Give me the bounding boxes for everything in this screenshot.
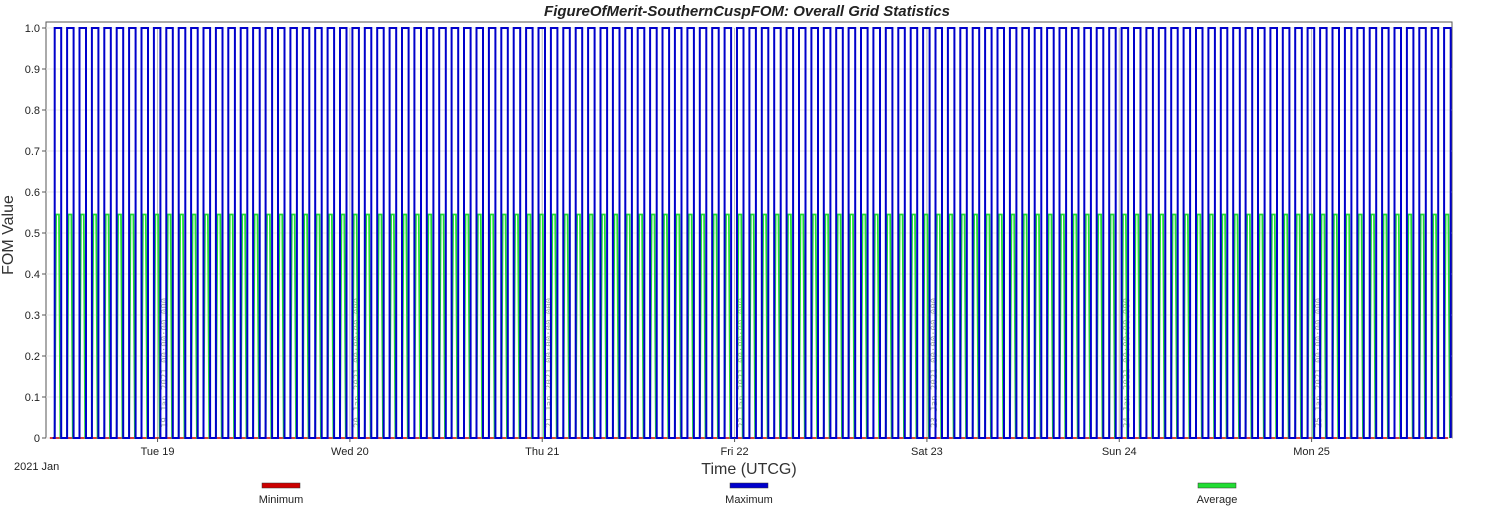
y-tick-label: 0.7	[25, 146, 40, 158]
y-tick-label: 0.8	[25, 105, 40, 117]
y-axis-ticks: 0 0.1 0.2 0.3 0.4 0.5 0.6 0.7 0.8 0.9 1.0	[25, 23, 46, 445]
y-tick-label: 0.5	[25, 228, 40, 240]
y-tick-label: 0.9	[25, 64, 40, 76]
y-tick-label: 0.4	[25, 269, 40, 281]
y-tick-label: 0.1	[25, 392, 40, 404]
x-tick-label: Thu 21	[525, 446, 559, 458]
x-tick-label: Tue 19	[141, 446, 175, 458]
x-tick-label: Fri 22	[721, 446, 749, 458]
x-tick-label: Mon 25	[1293, 446, 1330, 458]
date-prefix: 2021 Jan	[14, 461, 59, 473]
y-tick-label: 0.6	[25, 187, 40, 199]
legend-swatch-average	[1197, 482, 1237, 489]
chart-title: FigureOfMerit-SouthernCuspFOM: Overall G…	[544, 3, 950, 20]
y-tick-label: 0.2	[25, 351, 40, 363]
legend: Minimum Maximum Average	[259, 482, 1238, 506]
y-axis-label: FOM Value	[0, 195, 17, 275]
legend-swatch-minimum	[261, 482, 301, 489]
legend-label-minimum: Minimum	[259, 494, 304, 506]
x-tick-label: Wed 20	[331, 446, 369, 458]
legend-label-maximum: Maximum	[725, 494, 773, 506]
x-tick-label: Sun 24	[1102, 446, 1137, 458]
y-tick-label: 0	[34, 433, 40, 445]
legend-swatch-maximum	[729, 482, 769, 489]
series-line-maximum	[52, 27, 1452, 439]
x-axis-label: Time (UTCG)	[701, 461, 796, 478]
legend-label-average: Average	[1197, 494, 1238, 506]
x-axis-ticks: Tue 19 Wed 20 Thu 21 Fri 22 Sat 23 Sun 24 Mon …	[141, 438, 1330, 458]
y-tick-label: 1.0	[25, 23, 40, 35]
x-tick-label: Sat 23	[911, 446, 943, 458]
y-tick-label: 0.3	[25, 310, 40, 322]
series-lines	[49, 27, 1452, 439]
